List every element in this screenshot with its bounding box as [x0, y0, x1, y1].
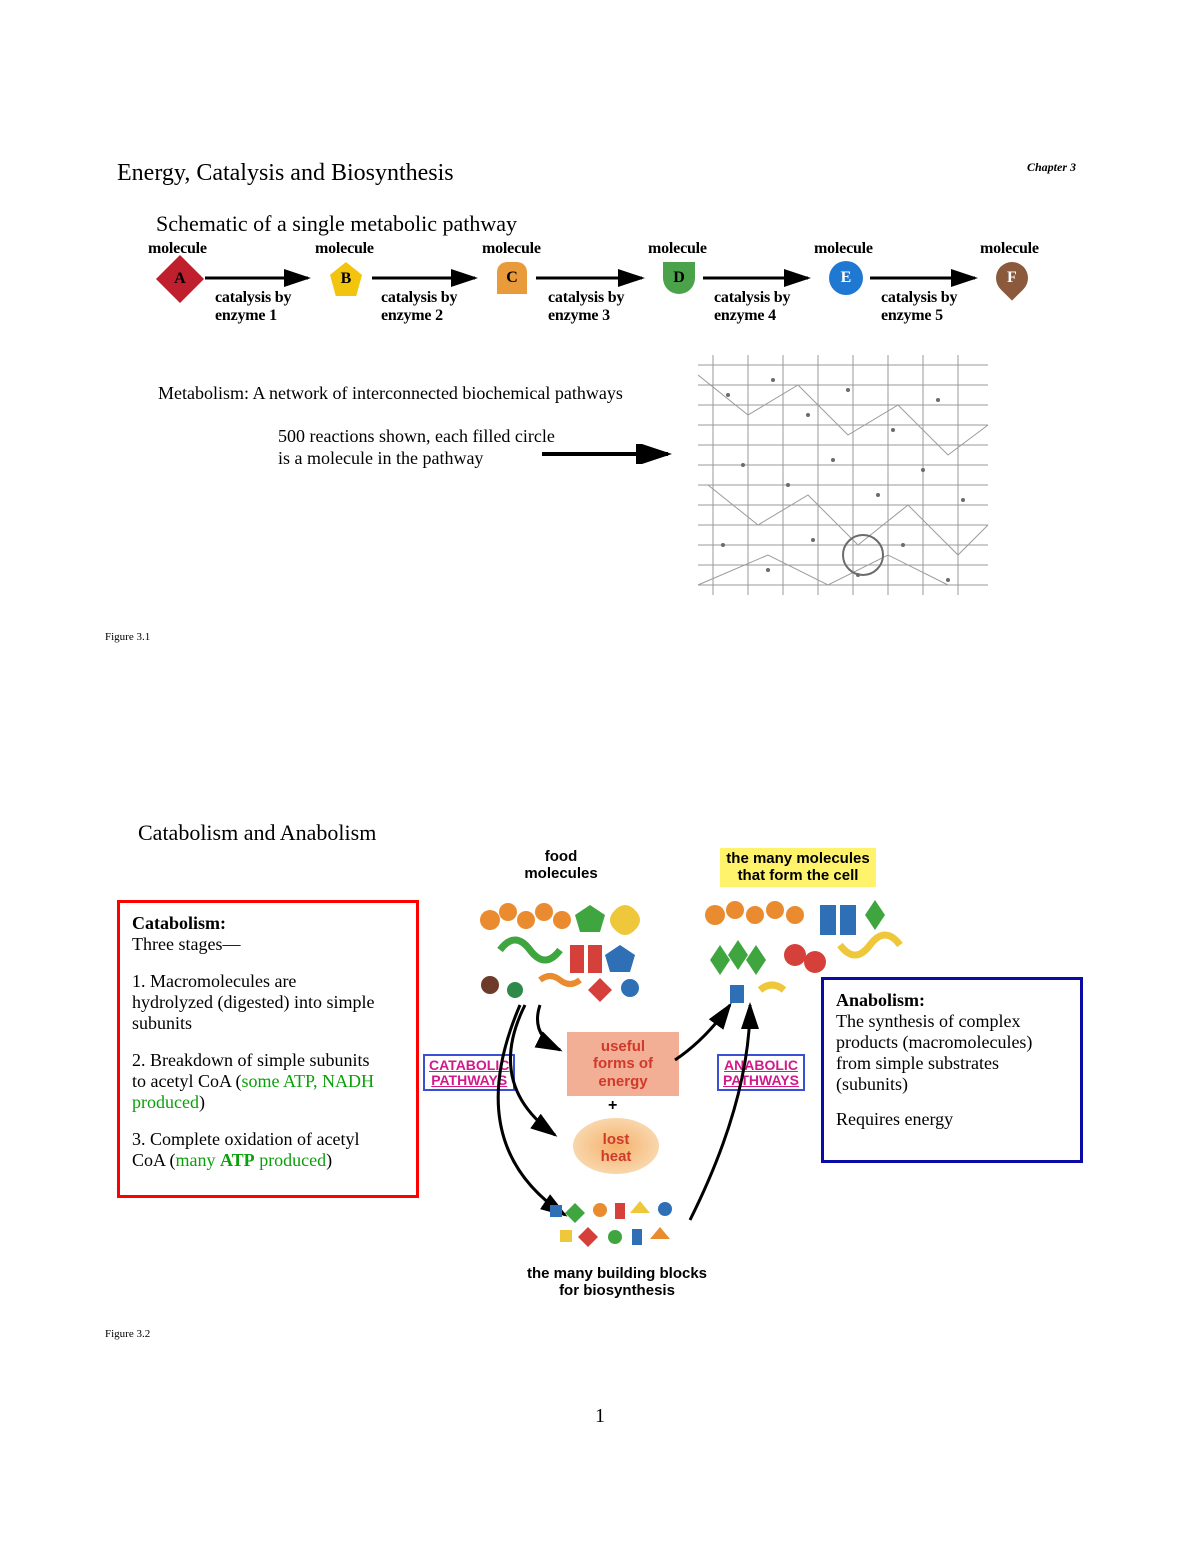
enz-4: catalysis by enzyme 4 [714, 289, 790, 326]
cata-1a: 1. Macromolecules are [132, 971, 404, 992]
cata-2a: 2. Breakdown of simple subunits [132, 1050, 404, 1071]
ana-1: The synthesis of complex [836, 1011, 1068, 1032]
enz-5-pre: catalysis by [881, 289, 957, 307]
cata-3: CoA (many ATP produced) [132, 1150, 404, 1171]
mol-label-e: molecule [814, 240, 873, 258]
mol-label-c: molecule [482, 240, 541, 258]
anabolism-box: Anabolism: The synthesis of complex prod… [821, 977, 1083, 1163]
enz-2-pre: catalysis by [381, 289, 457, 307]
node-e: E [829, 261, 863, 295]
catabolism-box: Catabolism: Three stages— 1. Macromolecu… [117, 900, 419, 1198]
enz-3: catalysis by enzyme 3 [548, 289, 624, 326]
ana-3: from simple substrates [836, 1053, 1068, 1074]
chapter-label: Chapter 3 [1027, 160, 1076, 175]
ana-heading: Anabolism: [836, 990, 1068, 1011]
enz-5: catalysis by enzyme 5 [881, 289, 957, 326]
node-e-letter: E [841, 269, 852, 287]
network-sub2: is a molecule in the pathway [278, 448, 483, 469]
cata-1c: subunits [132, 1013, 404, 1034]
mol-label-a: molecule [148, 240, 207, 258]
blocks-cluster [540, 1195, 700, 1265]
network-text: Metabolism: A network of interconnected … [158, 383, 623, 404]
cata-sub: Three stages— [132, 934, 404, 955]
node-d-letter: D [673, 269, 685, 287]
enz-4-pre: catalysis by [714, 289, 790, 307]
cata-heading: Catabolism: [132, 913, 404, 934]
cata-2d: produced) [132, 1092, 404, 1113]
enz-2-num: enzyme 2 [381, 307, 457, 325]
cata-3a: 3. Complete oxidation of acetyl [132, 1129, 404, 1150]
mol-label-b: molecule [315, 240, 374, 258]
page: Energy, Catalysis and Biosynthesis Chapt… [0, 0, 1200, 1553]
node-c: C [497, 262, 527, 294]
ana-4: (subunits) [836, 1074, 1068, 1095]
network-arrow [540, 444, 680, 464]
figure2-title: Catabolism and Anabolism [138, 820, 376, 846]
enz-3-pre: catalysis by [548, 289, 624, 307]
food-cluster [460, 890, 660, 1010]
figure2-caption: Figure 3.2 [105, 1328, 150, 1340]
enz-2: catalysis by enzyme 2 [381, 289, 457, 326]
mol-label-f: molecule [980, 240, 1039, 258]
enz-1: catalysis by enzyme 1 [215, 289, 291, 326]
figure1-caption: Figure 3.1 [105, 631, 150, 643]
node-d: D [663, 262, 695, 294]
network-sub1: 500 reactions shown, each filled circle [278, 426, 555, 447]
node-f-letter: F [1007, 269, 1017, 287]
blocks-label: the many building blocksfor biosynthesis [507, 1265, 727, 1300]
enz-4-num: enzyme 4 [714, 307, 790, 325]
figure1-subtitle: Schematic of a single metabolic pathway [156, 211, 517, 237]
cata-1b: hydrolyzed (digested) into simple [132, 992, 404, 1013]
cata-2: to acetyl CoA (some ATP, NADH [132, 1071, 404, 1092]
cell-molecules-label: the many moleculesthat form the cell [688, 848, 908, 887]
node-c-letter: C [506, 269, 518, 287]
enz-3-num: enzyme 3 [548, 307, 624, 325]
enz-1-pre: catalysis by [215, 289, 291, 307]
node-b-letter: B [341, 270, 352, 288]
enz-5-num: enzyme 5 [881, 307, 957, 325]
page-number: 1 [595, 1405, 605, 1428]
ana-5: Requires energy [836, 1109, 1068, 1130]
enz-1-num: enzyme 1 [215, 307, 291, 325]
node-a-letter: A [174, 270, 186, 288]
page-title: Energy, Catalysis and Biosynthesis [117, 160, 454, 187]
food-molecules-label: foodmolecules [506, 848, 616, 883]
mol-label-d: molecule [648, 240, 707, 258]
network-diagram [688, 345, 998, 607]
ana-2: products (macromolecules) [836, 1032, 1068, 1053]
